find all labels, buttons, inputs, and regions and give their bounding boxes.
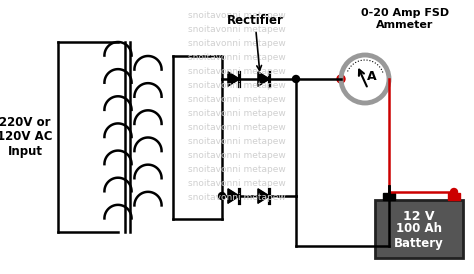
Polygon shape [258,72,269,86]
Text: snoitavonni metapew: snoitavonni metapew [188,124,286,133]
Circle shape [337,75,345,83]
Text: snoitavonni metapew: snoitavonni metapew [188,110,286,118]
Circle shape [292,76,300,82]
Text: Battery: Battery [394,237,444,250]
Circle shape [219,193,226,199]
Text: 12 V: 12 V [403,210,435,223]
Text: 100 Ah: 100 Ah [396,222,442,235]
Bar [448,193,460,200]
Text: 220V or
120V AC
Input: 220V or 120V AC Input [0,116,53,158]
Circle shape [450,189,457,196]
Text: snoitavonni metapew: snoitavonni metapew [188,53,286,62]
Polygon shape [228,72,239,86]
Text: snoitavonni metapew: snoitavonni metapew [188,96,286,104]
Text: snoitavonni metapew: snoitavonni metapew [188,39,286,48]
Text: snoitavonni metapew: snoitavonni metapew [188,138,286,147]
Text: snoitavonni metapew: snoitavonni metapew [188,25,286,35]
Polygon shape [258,189,269,203]
Text: A: A [367,70,377,84]
Text: snoitavonni metapew: snoitavonni metapew [188,12,286,21]
Text: snoitavonni metapew: snoitavonni metapew [188,152,286,161]
Text: Rectifier: Rectifier [227,14,283,70]
Text: snoitavonni metapew: snoitavonni metapew [188,67,286,76]
Text: 0-20 Amp FSD
Ammeter: 0-20 Amp FSD Ammeter [361,8,449,30]
Text: snoitavonni metapew: snoitavonni metapew [188,179,286,189]
Text: snoitavonni metapew: snoitavonni metapew [188,193,286,202]
Text: snoitavonni metapew: snoitavonni metapew [188,81,286,90]
Polygon shape [228,189,239,203]
Bar [375,200,463,258]
Bar [383,193,395,200]
Text: snoitavonni metapew: snoitavonni metapew [188,165,286,175]
